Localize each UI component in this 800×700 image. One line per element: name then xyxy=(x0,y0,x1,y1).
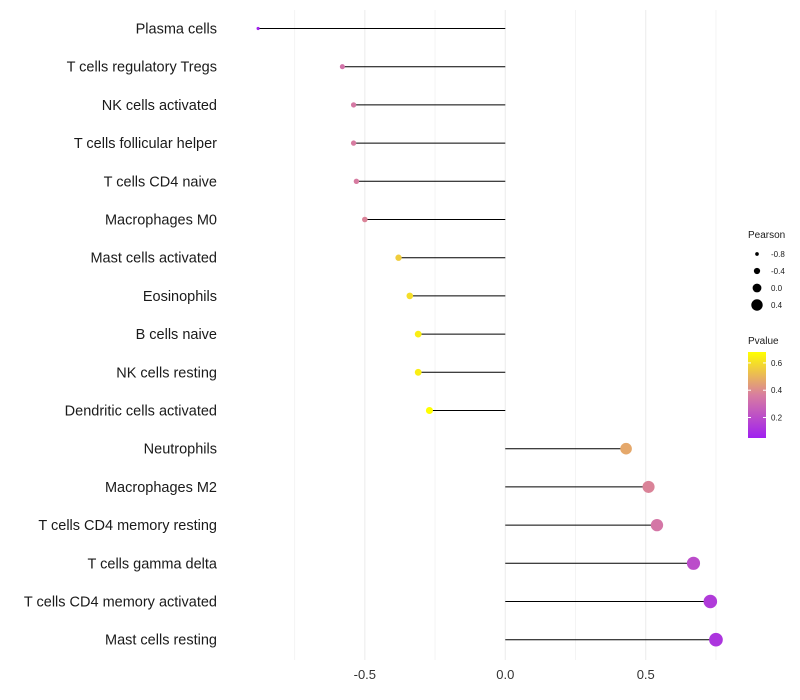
lollipop-stems xyxy=(258,28,716,641)
lollipop-dots xyxy=(256,26,723,647)
category-label: NK cells activated xyxy=(102,98,217,114)
pearson-legend-title: Pearson xyxy=(748,230,785,241)
lollipop-dot xyxy=(350,102,357,108)
x-tick-label: -0.5 xyxy=(354,667,376,682)
category-label: Eosinophils xyxy=(143,289,217,305)
lollipop-dot xyxy=(350,140,357,146)
lollipop-dot xyxy=(620,442,632,455)
lollipop-dot xyxy=(414,368,422,376)
lollipop-dot xyxy=(339,64,345,70)
size-legend-key xyxy=(752,283,762,293)
colorbar-label: 0.6 xyxy=(771,359,783,368)
category-label: Mast cells resting xyxy=(105,633,217,649)
category-label: T cells CD4 naive xyxy=(104,174,217,190)
pearson-size-legend: Pearson -0.8 -0.4 0.0 0.4 xyxy=(748,230,785,311)
category-label: Neutrophils xyxy=(144,442,217,458)
category-label: T cells CD4 memory activated xyxy=(24,595,217,611)
lollipop-dot xyxy=(686,556,701,570)
x-tick-label: 0.5 xyxy=(637,667,655,682)
colorbar-label: 0.2 xyxy=(771,414,783,423)
lollipop-dot xyxy=(256,26,260,31)
category-label: B cells naive xyxy=(136,327,217,343)
pvalue-color-legend: Pvalue 0.2 0.4 0.6 xyxy=(748,336,783,438)
lollipop-dot xyxy=(362,216,368,223)
category-label: Macrophages M0 xyxy=(105,213,217,229)
category-label: T cells CD4 memory resting xyxy=(38,518,217,534)
lollipop-dot xyxy=(709,632,723,647)
lollipop-dot xyxy=(414,330,422,338)
lollipop-dot xyxy=(703,594,718,609)
size-legend-label: -0.4 xyxy=(771,267,785,276)
size-legend-key xyxy=(753,267,761,275)
lollipop-dot xyxy=(642,480,655,493)
category-label: Mast cells activated xyxy=(90,251,217,267)
lollipop-dot xyxy=(395,254,402,261)
lollipop-dot xyxy=(425,406,433,415)
grid-lines xyxy=(294,10,717,660)
lollipop-dot xyxy=(353,178,360,184)
pvalue-legend-title: Pvalue xyxy=(748,336,779,347)
category-label: Macrophages M2 xyxy=(105,480,217,496)
category-label: NK cells resting xyxy=(116,365,217,381)
category-label: T cells regulatory Tregs xyxy=(67,60,217,76)
lollipop-dot xyxy=(406,292,414,300)
size-legend-key xyxy=(751,299,763,311)
category-label: T cells gamma delta xyxy=(88,556,218,572)
x-tick-label: 0.0 xyxy=(496,667,514,682)
category-label: Dendritic cells activated xyxy=(65,404,217,420)
size-legend-label: -0.8 xyxy=(771,250,785,259)
y-axis-labels: Plasma cells T cells regulatory Tregs NK c… xyxy=(24,22,218,649)
category-label: Plasma cells xyxy=(136,22,217,38)
size-legend-label: 0.0 xyxy=(771,284,783,293)
size-legend-key xyxy=(755,252,759,256)
category-label: T cells follicular helper xyxy=(74,136,217,152)
size-legend-label: 0.4 xyxy=(771,301,783,310)
colorbar-label: 0.4 xyxy=(771,386,783,395)
x-axis-ticks: -0.5 0.0 0.5 xyxy=(354,667,655,682)
pvalue-colorbar xyxy=(748,352,766,438)
lollipop-dot xyxy=(650,518,664,532)
